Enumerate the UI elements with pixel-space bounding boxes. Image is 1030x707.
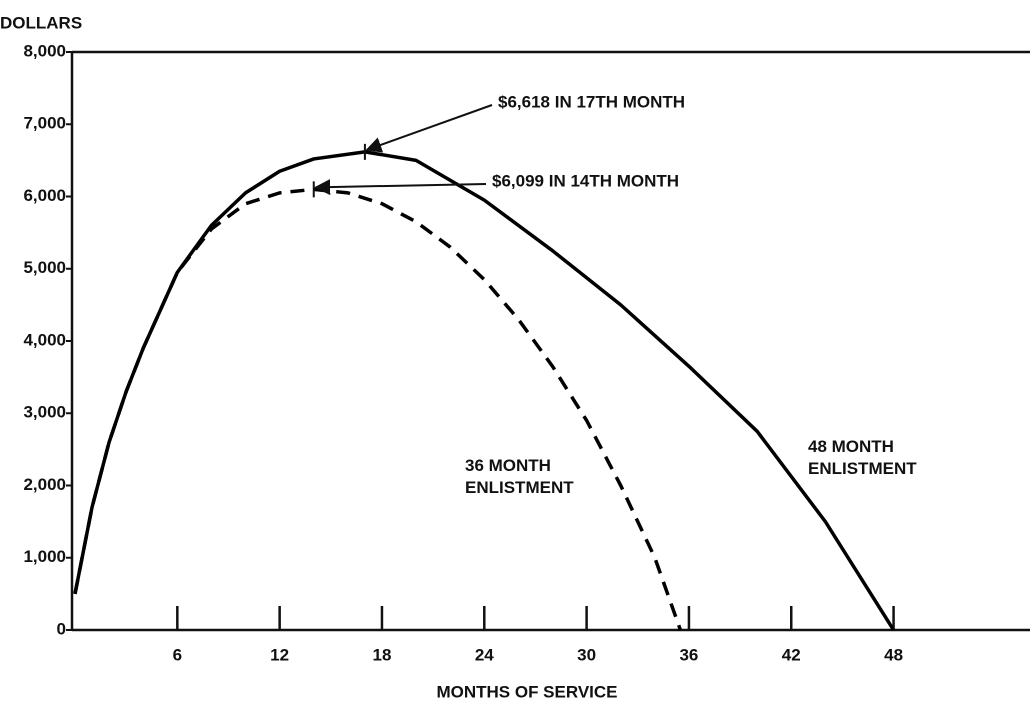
y-tick-label: 6,000 xyxy=(23,186,66,205)
line xyxy=(73,187,683,631)
x-tick-label: 12 xyxy=(270,645,289,664)
annotation-arrow xyxy=(314,179,487,196)
series-label: 48 MONTH ENLISTMENT xyxy=(808,437,917,478)
annotation: $6,099 IN 14TH MONTH xyxy=(492,171,679,190)
x-tick-label: 42 xyxy=(782,645,801,664)
y-tick-label: 2,000 xyxy=(23,475,66,494)
series-label: 36 MONTH ENLISTMENT xyxy=(465,456,574,497)
x-tick-label: 6 xyxy=(173,645,182,664)
x-tick-label: 30 xyxy=(577,645,596,664)
y-tick-label: 0 xyxy=(57,619,66,638)
y-tick-label: 3,000 xyxy=(23,403,66,422)
x-tick-label: 36 xyxy=(679,645,698,664)
y-tick-label: 4,000 xyxy=(23,330,66,349)
y-tick-label: 5,000 xyxy=(23,258,66,277)
x-axis-label: MONTHS OF SERVICE xyxy=(436,682,617,701)
x-tick-label: 24 xyxy=(475,645,494,664)
x-tick-label: 18 xyxy=(373,645,392,664)
annotation-arrow xyxy=(365,104,493,153)
x-tick-label: 48 xyxy=(884,645,903,664)
y-axis-label: DOLLARS xyxy=(0,13,82,32)
line xyxy=(73,150,896,631)
annotation: $6,618 IN 17TH MONTH xyxy=(498,92,685,111)
y-tick-label: 1,000 xyxy=(23,547,66,566)
y-tick-label: 7,000 xyxy=(23,114,66,133)
y-tick-label: 8,000 xyxy=(23,41,66,60)
